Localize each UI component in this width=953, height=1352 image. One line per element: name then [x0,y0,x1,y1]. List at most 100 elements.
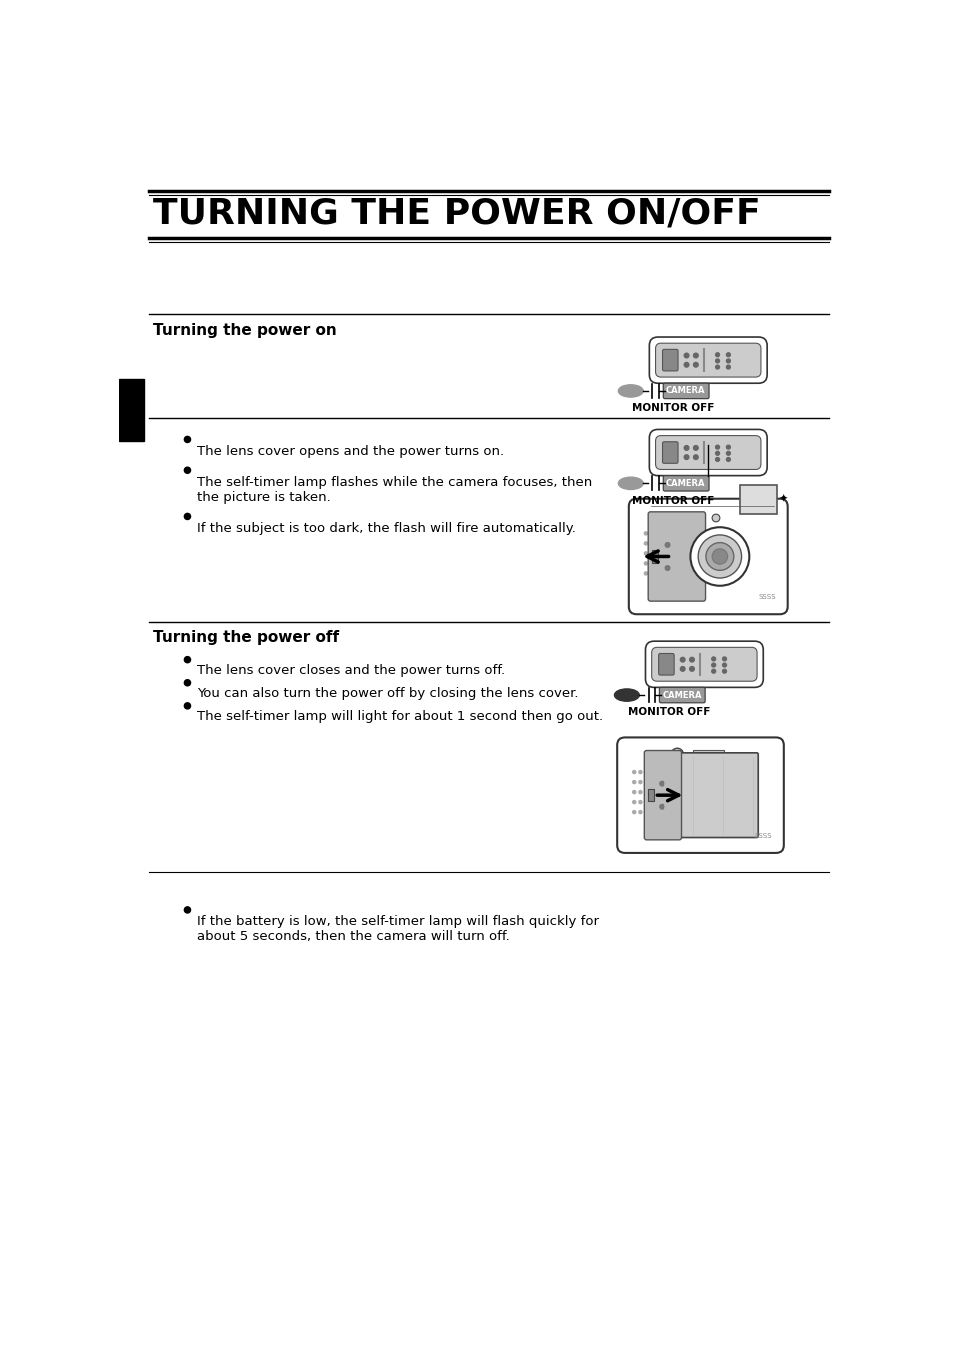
Text: Turning the power off: Turning the power off [153,630,339,645]
Circle shape [664,542,669,548]
Circle shape [659,781,664,786]
FancyBboxPatch shape [647,512,705,602]
Circle shape [725,365,730,369]
FancyBboxPatch shape [662,476,708,491]
Text: The self-timer lamp will light for about 1 second then go out.: The self-timer lamp will light for about… [196,711,602,723]
Circle shape [711,669,715,673]
Circle shape [632,811,635,814]
Circle shape [639,811,641,814]
Circle shape [711,657,715,661]
Text: MONITOR OFF: MONITOR OFF [632,403,714,414]
Text: TURNING THE POWER ON/OFF: TURNING THE POWER ON/OFF [153,196,760,230]
Circle shape [643,542,647,545]
Circle shape [679,667,684,671]
Circle shape [715,360,719,362]
Circle shape [693,454,698,460]
FancyBboxPatch shape [655,343,760,377]
Text: SSSS: SSSS [754,833,771,840]
Circle shape [693,353,698,358]
Circle shape [184,657,191,662]
Circle shape [711,514,720,522]
Circle shape [693,446,698,450]
FancyBboxPatch shape [659,687,704,703]
FancyBboxPatch shape [645,641,762,687]
Bar [652,550,658,562]
Circle shape [725,452,730,456]
Circle shape [725,457,730,461]
Circle shape [184,680,191,685]
Circle shape [643,562,647,565]
Circle shape [650,531,653,535]
Bar [647,790,654,802]
Circle shape [643,572,647,575]
Circle shape [679,657,684,662]
FancyBboxPatch shape [658,653,674,675]
Text: The lens cover opens and the power turns on.: The lens cover opens and the power turns… [196,445,503,458]
FancyBboxPatch shape [662,383,708,399]
Circle shape [711,549,727,564]
Circle shape [715,365,719,369]
Circle shape [721,657,725,661]
Circle shape [689,657,694,662]
Text: CAMERA: CAMERA [665,387,705,395]
FancyBboxPatch shape [617,737,783,853]
FancyBboxPatch shape [649,430,766,476]
Circle shape [670,748,682,761]
Circle shape [715,445,719,449]
Text: CAMERA: CAMERA [661,691,700,699]
Circle shape [705,542,733,571]
Circle shape [184,514,191,519]
Text: MONITOR OFF: MONITOR OFF [632,496,714,506]
Ellipse shape [618,385,642,397]
Circle shape [683,353,688,358]
Text: If the battery is low, the self-timer lamp will flash quickly for
about 5 second: If the battery is low, the self-timer la… [196,914,598,942]
Circle shape [643,552,647,554]
Circle shape [711,662,715,667]
Circle shape [639,791,641,794]
Text: The self-timer lamp flashes while the camera focuses, then
the picture is taken.: The self-timer lamp flashes while the ca… [196,476,592,504]
Circle shape [184,907,191,913]
Bar [119,380,144,441]
Circle shape [650,542,653,545]
Circle shape [643,531,647,535]
Circle shape [184,703,191,708]
Text: If the subject is too dark, the flash will fire automatically.: If the subject is too dark, the flash wi… [196,522,575,535]
FancyBboxPatch shape [649,337,766,383]
Circle shape [683,454,688,460]
FancyBboxPatch shape [646,753,758,837]
Circle shape [632,791,635,794]
Circle shape [721,662,725,667]
Text: Turning the power on: Turning the power on [153,323,336,338]
FancyBboxPatch shape [643,750,680,840]
Circle shape [650,572,653,575]
FancyBboxPatch shape [628,499,787,614]
Circle shape [184,468,191,473]
Circle shape [659,804,664,808]
Circle shape [721,669,725,673]
Circle shape [639,771,641,773]
Circle shape [693,362,698,366]
Bar [692,750,723,758]
Circle shape [632,771,635,773]
Circle shape [690,527,748,585]
Circle shape [639,800,641,803]
Circle shape [715,452,719,456]
FancyBboxPatch shape [661,349,678,370]
Text: MONITOR OFF: MONITOR OFF [628,707,710,718]
Bar [739,485,776,514]
FancyBboxPatch shape [651,648,757,681]
Circle shape [639,780,641,784]
Text: SSSS: SSSS [758,595,775,600]
Circle shape [715,457,719,461]
FancyBboxPatch shape [655,435,760,469]
Text: ✦: ✦ [778,493,787,504]
Text: The lens cover closes and the power turns off.: The lens cover closes and the power turn… [196,664,504,677]
Text: CAMERA: CAMERA [665,479,705,488]
FancyBboxPatch shape [661,442,678,464]
Circle shape [725,360,730,362]
Circle shape [632,780,635,784]
Circle shape [650,562,653,565]
Circle shape [715,353,719,357]
Text: You can also turn the power off by closing the lens cover.: You can also turn the power off by closi… [196,687,578,700]
Circle shape [683,446,688,450]
